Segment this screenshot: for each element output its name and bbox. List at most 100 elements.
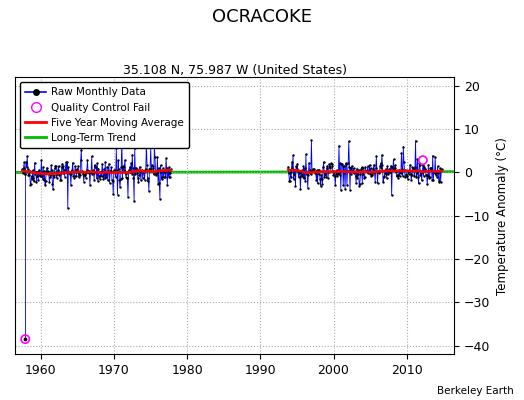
Point [32,178,41,185]
Point [136,168,145,174]
Point [23,153,31,160]
Point [386,169,394,175]
Point [342,161,350,167]
Point [374,180,382,187]
Point [65,168,73,175]
Point [135,172,143,178]
Point [328,162,336,169]
Point [47,172,55,178]
Point [397,170,405,176]
Point [141,166,150,172]
Point [431,154,439,160]
Point [120,164,128,170]
Point [405,168,413,174]
Point [27,180,35,187]
Point [366,171,375,178]
Point [162,155,170,162]
Point [35,173,43,180]
Point [21,336,29,342]
Point [324,169,333,175]
Point [350,165,358,171]
Point [369,166,377,172]
Point [129,165,137,172]
Point [83,166,91,173]
Point [79,171,88,177]
Point [154,181,162,188]
Point [48,167,56,173]
Point [92,164,100,170]
Point [289,176,298,182]
Title: 35.108 N, 75.987 W (United States): 35.108 N, 75.987 W (United States) [123,64,347,77]
Point [145,188,153,194]
Point [84,168,92,174]
Point [288,165,297,172]
Point [425,174,434,180]
Point [39,164,47,170]
Point [48,180,57,187]
Point [82,170,91,176]
Point [144,178,152,184]
Point [333,173,341,179]
Point [362,167,370,174]
Point [293,160,301,167]
Point [342,160,351,166]
Point [406,162,414,168]
Point [40,168,49,174]
Point [425,175,433,182]
Point [51,162,60,169]
Point [403,173,411,179]
Point [340,170,348,176]
Point [78,169,86,176]
Point [42,164,51,171]
Point [315,167,323,173]
Point [414,180,423,186]
Point [376,160,385,166]
Point [338,161,346,167]
Point [347,163,356,169]
Point [63,159,71,165]
Point [66,171,74,178]
Point [81,174,90,181]
Point [284,164,292,170]
Point [434,170,442,176]
Point [396,168,405,174]
Point [331,172,339,179]
Point [381,169,389,176]
Point [80,172,89,178]
Point [384,171,392,177]
Point [72,172,81,179]
Point [18,166,27,172]
Point [59,170,67,176]
Point [52,163,60,170]
Point [294,174,303,180]
Point [385,166,394,172]
Point [146,166,154,172]
Point [47,162,56,169]
Point [23,164,31,170]
Point [311,170,319,176]
Point [86,182,94,188]
Point [346,164,355,171]
Point [28,176,36,182]
Point [316,176,324,182]
Point [132,164,140,171]
Point [102,171,111,178]
Point [66,168,74,175]
Point [139,168,148,174]
Point [130,198,138,204]
Point [361,173,369,180]
Point [410,166,418,172]
Point [60,167,68,173]
Point [419,157,427,163]
Point [147,144,155,150]
Point [354,167,363,174]
Point [134,179,143,185]
Point [100,166,108,172]
Point [367,172,376,179]
Point [423,173,432,179]
Point [349,169,357,176]
Point [370,161,378,168]
Point [317,171,325,178]
Point [296,170,304,176]
Point [76,172,84,178]
